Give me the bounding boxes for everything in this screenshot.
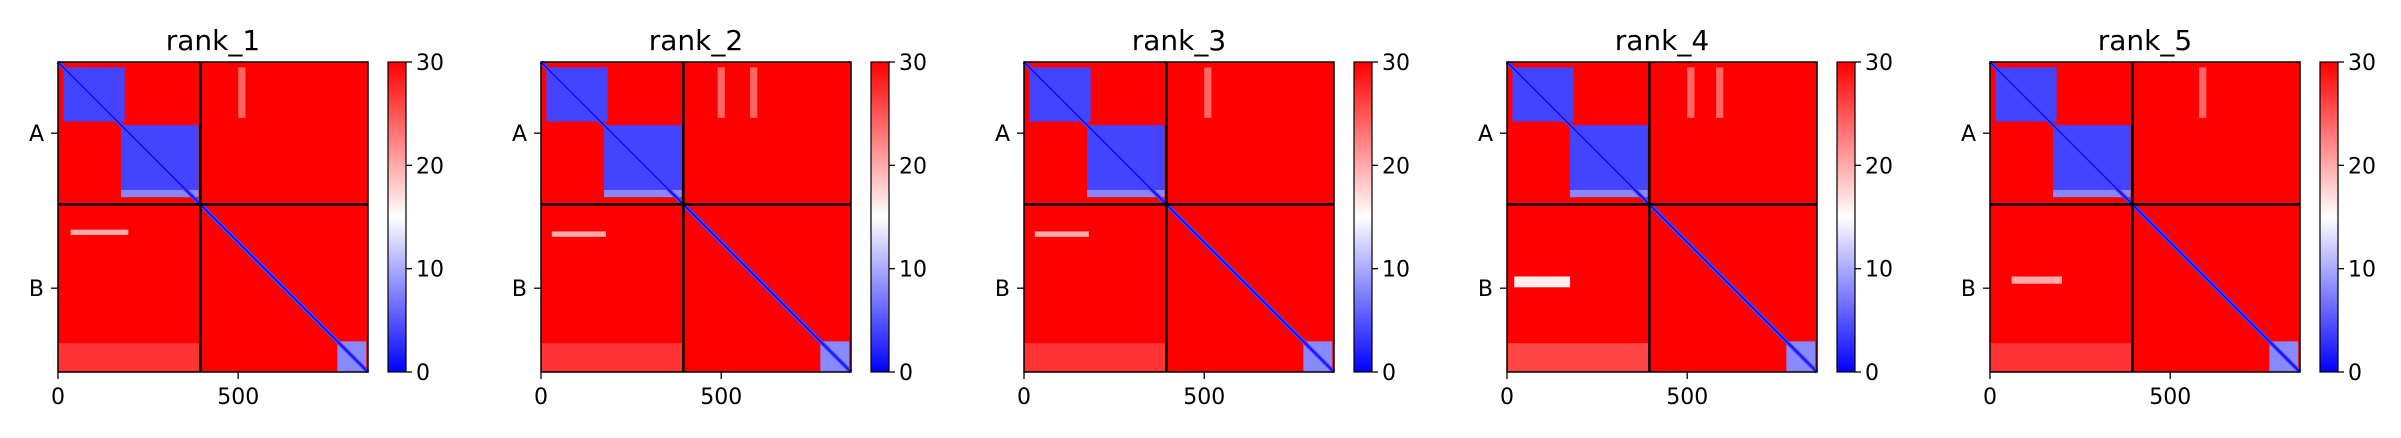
x-tick-label: 0 — [1983, 385, 1997, 410]
heatmap-cell-block — [1570, 189, 1648, 198]
panel-title: rank_1 — [166, 24, 260, 57]
colorbar — [1836, 61, 1856, 373]
panel-1: rank_1 0 500 A B 0 10 20 30 — [29, 24, 444, 410]
heatmap-cell-block — [58, 343, 201, 372]
x-tick-label: 0 — [1500, 385, 1514, 410]
colorbar-tick-label: 0 — [899, 361, 913, 386]
heatmap-cell-block — [2011, 276, 2063, 284]
colorbar-tick-label: 30 — [899, 51, 927, 76]
colorbar-tick-label: 10 — [1865, 258, 1893, 283]
x-tick-label: 500 — [1183, 385, 1225, 410]
colorbar-tick-label: 30 — [1382, 51, 1410, 76]
heatmap-diagonal-core — [540, 61, 852, 373]
heatmap-frame — [1023, 61, 1335, 373]
panel-3: rank_3 0 500 A B 0 10 20 30 — [995, 24, 1410, 410]
colorbar-tick-label: 20 — [1382, 154, 1410, 179]
heatmap — [56, 60, 370, 374]
heatmap-cell-block — [1716, 67, 1724, 118]
panel-4: rank_4 0 500 A B 0 10 20 30 — [1478, 24, 1893, 410]
heatmap-cell-block — [1990, 343, 2133, 372]
y-tick-label-a: A — [512, 122, 527, 147]
heatmap-cell-block — [1034, 231, 1089, 237]
x-tick-label: 500 — [700, 385, 742, 410]
colorbar — [1353, 61, 1373, 373]
y-tick-label-a: A — [1478, 122, 1493, 147]
panel-2: rank_2 0 500 A B 0 10 20 30 — [512, 24, 927, 410]
heatmap — [1988, 60, 2302, 374]
heatmap-cell-block — [717, 67, 725, 118]
colorbar-tick-label: 20 — [899, 154, 927, 179]
y-tick-label-a: A — [995, 122, 1010, 147]
heatmap-frame — [57, 61, 369, 373]
heatmap-cell-block — [1687, 67, 1695, 118]
colorbar-tick-label: 10 — [1382, 258, 1410, 283]
colorbar-tick-label: 0 — [1382, 361, 1396, 386]
colorbar — [870, 61, 890, 373]
heatmap-frame — [1506, 61, 1818, 373]
colorbar-tick-label: 30 — [1865, 51, 1893, 76]
colorbar-tick-label: 20 — [1865, 154, 1893, 179]
panel-5: rank_5 0 500 A B 0 10 20 30 — [1961, 24, 2376, 410]
heatmap-cell-block — [70, 229, 129, 236]
x-tick-label: 0 — [534, 385, 548, 410]
heatmap-cell-block — [1514, 276, 1571, 288]
heatmap-cell-block — [541, 343, 684, 372]
heatmap — [1505, 60, 1819, 374]
heatmap-diagonal-core — [1023, 61, 1335, 373]
heatmap — [1022, 60, 1336, 374]
y-tick-label-b: B — [512, 277, 527, 302]
heatmap-frame — [1989, 61, 2301, 373]
y-tick-label-b: B — [29, 277, 44, 302]
x-tick-label: 500 — [1666, 385, 1708, 410]
panel-title: rank_3 — [1132, 24, 1226, 57]
x-tick-label: 500 — [2149, 385, 2191, 410]
colorbar-tick-label: 0 — [2348, 361, 2362, 386]
x-tick-label: 0 — [1017, 385, 1031, 410]
heatmap-cell-block — [1204, 67, 1212, 118]
heatmap-cell-block — [551, 231, 606, 237]
colorbar — [387, 61, 407, 373]
heatmap-cell-block — [750, 67, 758, 118]
heatmap-diagonal-core — [1989, 61, 2301, 373]
x-tick-label: 0 — [51, 385, 65, 410]
panel-title: rank_5 — [2098, 24, 2192, 57]
y-tick-label-b: B — [1478, 277, 1493, 302]
colorbar-tick-label: 10 — [899, 258, 927, 283]
colorbar-tick-label: 30 — [2348, 51, 2376, 76]
x-tick-label: 500 — [217, 385, 259, 410]
colorbar-tick-label: 0 — [1865, 361, 1879, 386]
colorbar-tick-label: 20 — [416, 154, 444, 179]
heatmap-cell-block — [2199, 67, 2207, 118]
colorbar-tick-label: 0 — [416, 361, 430, 386]
colorbar-tick-label: 30 — [416, 51, 444, 76]
heatmap-cell-block — [121, 189, 199, 198]
colorbar — [2319, 61, 2339, 373]
colorbar-tick-label: 10 — [416, 258, 444, 283]
heatmap-frame — [540, 61, 852, 373]
heatmap-diagonal-core — [1506, 61, 1818, 373]
panel-title: rank_4 — [1615, 24, 1709, 57]
panel-title: rank_2 — [649, 24, 743, 57]
heatmap-diagonal-core — [57, 61, 369, 373]
colorbar-tick-label: 20 — [2348, 154, 2376, 179]
y-tick-label-a: A — [1961, 122, 1976, 147]
y-tick-label-a: A — [29, 122, 44, 147]
heatmap-cell-block — [604, 189, 682, 198]
y-tick-label-b: B — [1961, 277, 1976, 302]
heatmap-cell-block — [1507, 343, 1650, 372]
heatmap-cell-block — [1087, 189, 1165, 198]
heatmap — [539, 60, 853, 374]
heatmap-cell-block — [1024, 343, 1167, 372]
colorbar-tick-label: 10 — [2348, 258, 2376, 283]
heatmap-cell-block — [238, 67, 246, 118]
heatmap-cell-block — [2053, 189, 2131, 198]
y-tick-label-b: B — [995, 277, 1010, 302]
